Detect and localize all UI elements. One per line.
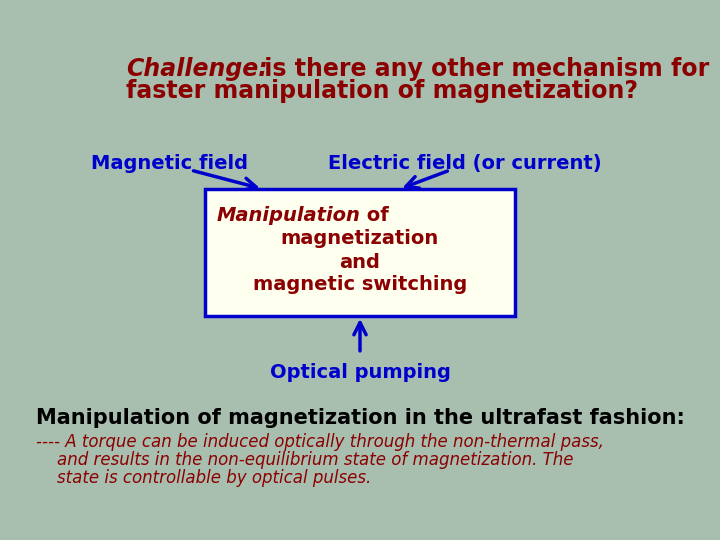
Text: Challenge:: Challenge: bbox=[126, 57, 268, 80]
Text: Manipulation of magnetization in the ultrafast fashion:: Manipulation of magnetization in the ult… bbox=[36, 408, 685, 428]
Text: state is controllable by optical pulses.: state is controllable by optical pulses. bbox=[36, 469, 372, 487]
Text: ---- A torque can be induced optically through the non-thermal pass,: ---- A torque can be induced optically t… bbox=[36, 433, 604, 451]
Text: faster manipulation of magnetization?: faster manipulation of magnetization? bbox=[126, 79, 638, 103]
Text: of: of bbox=[360, 206, 389, 225]
Text: Electric field (or current): Electric field (or current) bbox=[328, 154, 601, 173]
Text: Magnetic field: Magnetic field bbox=[91, 154, 248, 173]
Text: magnetic switching: magnetic switching bbox=[253, 275, 467, 294]
Text: and results in the non-equilibrium state of magnetization. The: and results in the non-equilibrium state… bbox=[36, 451, 574, 469]
Text: Optical pumping: Optical pumping bbox=[269, 363, 451, 382]
Text: Manipulation: Manipulation bbox=[216, 206, 360, 225]
Text: magnetization: magnetization bbox=[281, 230, 439, 248]
Text: is there any other mechanism for: is there any other mechanism for bbox=[256, 57, 709, 80]
Text: and: and bbox=[340, 253, 380, 272]
